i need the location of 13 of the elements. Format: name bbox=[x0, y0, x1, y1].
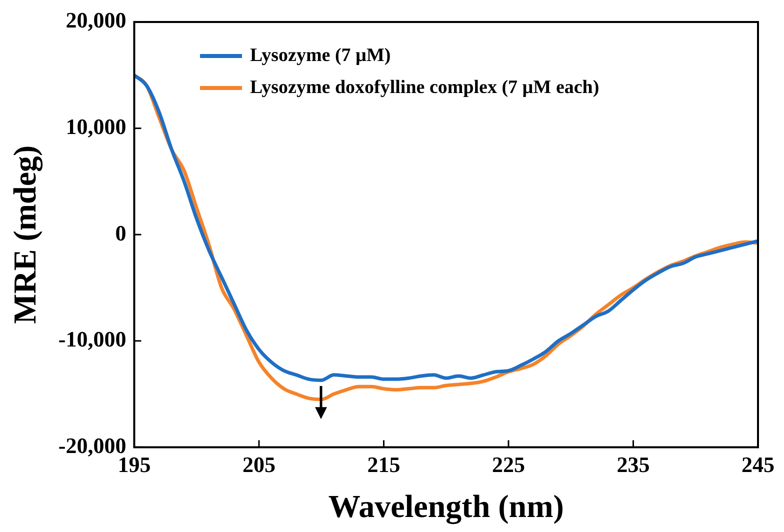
x-axis-title: Wavelength (nm) bbox=[328, 488, 564, 526]
legend-label: Lysozyme (7 µM) bbox=[250, 44, 391, 68]
y-axis-title: MRE (mdeg) bbox=[6, 145, 44, 324]
legend-label: Lysozyme doxofylline complex (7 µM each) bbox=[250, 76, 600, 100]
x-tick-label: 235 bbox=[616, 452, 650, 478]
y-tick-label: 10,000 bbox=[66, 114, 126, 139]
x-tick-label: 205 bbox=[242, 452, 276, 478]
y-tick-label: 20,000 bbox=[66, 8, 126, 33]
x-tick-label: 245 bbox=[742, 452, 774, 478]
x-tick-label: 215 bbox=[367, 452, 400, 478]
y-tick-label: 0 bbox=[115, 220, 126, 246]
x-tick-label: 225 bbox=[492, 452, 525, 478]
y-tick-label: -10,000 bbox=[58, 326, 126, 352]
